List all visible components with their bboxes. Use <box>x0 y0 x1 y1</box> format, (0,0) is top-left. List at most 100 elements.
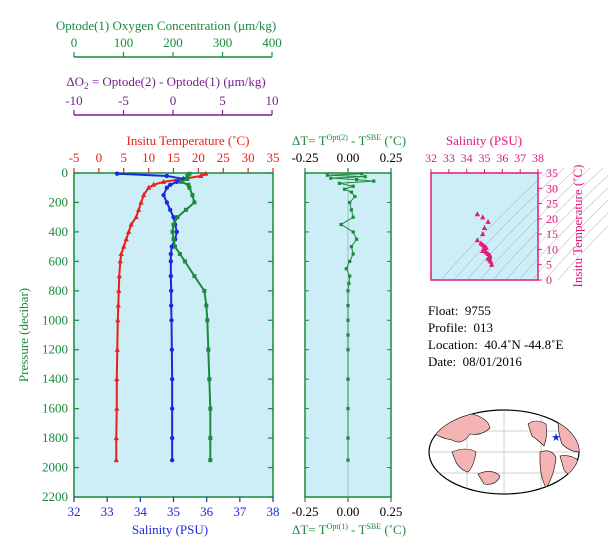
salinity-point <box>168 273 174 279</box>
pressure-axis-tick-label: 1000 <box>42 312 68 327</box>
delta-t-point <box>339 222 343 227</box>
profile-value: 013 <box>473 320 494 335</box>
salinity-point <box>164 173 170 179</box>
temperature-point <box>133 214 139 220</box>
temperature-axis-ticks: -5 0 5 10 15 20 25 30 35 <box>69 150 280 173</box>
pressure-axis-tick-label: 1400 <box>42 371 68 386</box>
delta-o2-axis-tick-label: 10 <box>266 93 279 108</box>
delta-t-point <box>325 173 329 177</box>
ts-salinity-tick-label: 37 <box>514 151 526 165</box>
float-value: 9755 <box>464 303 491 318</box>
delta-t-series-line <box>327 173 374 461</box>
ts-density-contour <box>505 175 608 281</box>
oxygen-point <box>192 200 197 205</box>
salinity-point <box>167 182 173 187</box>
oxygen-point <box>171 222 176 227</box>
salinity-point <box>161 192 166 198</box>
ts-density-contour <box>557 225 608 281</box>
salinity-point <box>168 288 174 294</box>
oxygen-axis-ticks: 0 100 200 300 400 <box>71 35 282 57</box>
profile-label: Profile: <box>428 320 467 335</box>
delta-t-point <box>347 281 351 286</box>
salinity-axis-tick-label: 32 <box>68 504 81 519</box>
float-label: Float: <box>428 303 459 318</box>
pressure-axis-title: Pressure (decibar) <box>16 288 31 382</box>
temperature-point <box>126 228 132 234</box>
oxygen-point <box>208 406 213 411</box>
delta-t-point <box>348 200 352 205</box>
pressure-axis-tick-label: 1200 <box>42 342 68 357</box>
delta-t-point <box>346 318 350 322</box>
delta-o2-axis-tick-label: -5 <box>118 93 129 108</box>
oxygen-point <box>182 259 187 264</box>
delta-t-top-title: ΔT= TOpt(2) - TSBE (˚C) <box>292 133 406 148</box>
oxygen-point <box>172 244 177 249</box>
ts-temperature-tick-label: 35 <box>546 166 558 180</box>
delta-t-point <box>372 179 376 183</box>
salinity-point <box>169 457 175 463</box>
temperature-point <box>116 273 122 279</box>
ts-point <box>489 261 495 267</box>
salinity-point <box>174 229 180 235</box>
ts-salinity-tick-label: 38 <box>532 151 544 165</box>
salinity-axis-tick-label: 33 <box>101 504 114 519</box>
temperature-point <box>160 178 167 184</box>
salinity-point <box>169 376 175 382</box>
temperature-axis-tick-label: 35 <box>267 150 280 165</box>
delta-t-point <box>346 289 350 293</box>
ts-point <box>485 218 491 224</box>
date-label: Date: <box>428 354 457 369</box>
salinity-point <box>164 185 170 190</box>
temperature-point <box>198 172 204 178</box>
temperature-point <box>123 236 129 242</box>
delta-t-bottom-tick-label: -0.25 <box>291 504 318 519</box>
delta-t-point <box>346 377 350 381</box>
temperature-axis-tick-label: 10 <box>142 150 155 165</box>
delta-t-top-tick-label: 0.25 <box>380 150 403 165</box>
delta-t-bottom-title: ΔT= TOpt(1) - TSBE (˚C) <box>292 522 406 537</box>
oxygen-point <box>171 237 176 242</box>
ts-density-contour <box>518 187 608 281</box>
profile-series <box>113 170 213 463</box>
delta-t-point <box>360 172 364 176</box>
delta-o2-axis-tick-label: -10 <box>65 93 82 108</box>
salinity-axis-tick-label: 35 <box>167 504 180 519</box>
ts-density-contour <box>479 167 591 281</box>
pressure-axis-tick-label: 1600 <box>42 401 68 416</box>
temperature-point <box>114 376 120 382</box>
temperature-point <box>118 251 124 256</box>
delta-t-top-tick-label: 0.00 <box>337 150 360 165</box>
ts-density-contour <box>440 167 552 281</box>
delta-t-point <box>348 259 352 263</box>
salinity-point <box>174 179 180 185</box>
ts-point <box>474 237 480 243</box>
date-value: 08/01/2016 <box>462 354 522 369</box>
salinity-axis-tick-label: 36 <box>200 504 214 519</box>
salinity-point <box>164 200 170 205</box>
temperature-point <box>128 221 134 227</box>
temperature-point <box>138 199 144 205</box>
temperature-point <box>114 405 120 411</box>
delta-t-bottom-tick-label: 0.00 <box>337 504 360 519</box>
delta-t-point <box>346 333 350 337</box>
oxygen-axis-tick-label: 100 <box>114 35 134 50</box>
delta-t-series <box>325 172 376 497</box>
delta-t-point <box>346 303 350 308</box>
salinity-axis-ticks: 32 33 34 35 36 37 38 <box>68 497 280 519</box>
oxygen-point <box>186 182 191 187</box>
delta-t-point <box>351 215 355 219</box>
temperature-axis-tick-label: 25 <box>217 150 230 165</box>
delta-t-top-tick-label: -0.25 <box>291 150 318 165</box>
ts-salinity-title: Salinity (PSU) <box>446 133 522 148</box>
ts-temperature-tick-label: 10 <box>546 242 558 256</box>
oxygen-axis-tick-label: 0 <box>71 35 78 50</box>
pressure-axis-tick-label: 2000 <box>42 460 68 475</box>
delta-t-point <box>363 175 367 179</box>
profile-panel: Insitu Temperature (˚C) -5 0 5 10 15 20 25 30 35… <box>16 133 280 537</box>
delta-t-point <box>351 252 355 256</box>
temperature-point <box>115 317 121 323</box>
oxygen-point <box>208 458 213 463</box>
date-row: Date: 08/01/2016 <box>428 353 563 370</box>
salinity-point <box>168 259 174 264</box>
oxygen-point <box>204 303 209 308</box>
